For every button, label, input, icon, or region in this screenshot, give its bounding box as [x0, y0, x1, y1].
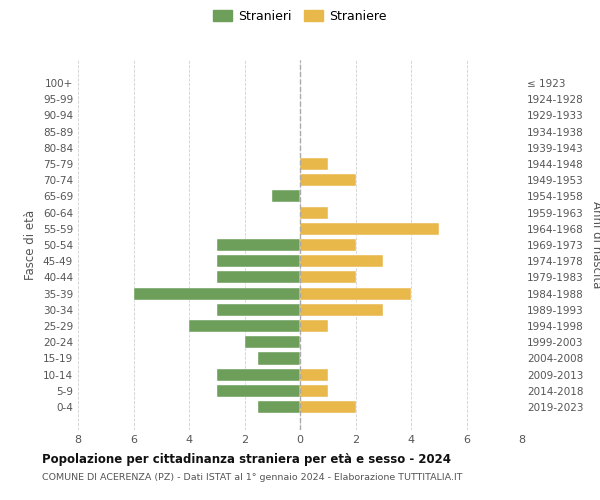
- Bar: [300, 239, 355, 251]
- Bar: [259, 352, 300, 364]
- Legend: Stranieri, Straniere: Stranieri, Straniere: [209, 6, 391, 26]
- Bar: [300, 368, 328, 381]
- Bar: [300, 255, 383, 268]
- Bar: [300, 320, 328, 332]
- Bar: [217, 368, 300, 381]
- Bar: [217, 272, 300, 283]
- Bar: [300, 158, 328, 170]
- Bar: [300, 174, 355, 186]
- Bar: [300, 385, 328, 397]
- Bar: [300, 288, 411, 300]
- Text: COMUNE DI ACERENZA (PZ) - Dati ISTAT al 1° gennaio 2024 - Elaborazione TUTTITALI: COMUNE DI ACERENZA (PZ) - Dati ISTAT al …: [42, 472, 463, 482]
- Bar: [217, 255, 300, 268]
- Text: Popolazione per cittadinanza straniera per età e sesso - 2024: Popolazione per cittadinanza straniera p…: [42, 452, 451, 466]
- Bar: [217, 385, 300, 397]
- Bar: [300, 401, 355, 413]
- Y-axis label: Fasce di età: Fasce di età: [25, 210, 37, 280]
- Bar: [272, 190, 300, 202]
- Bar: [300, 222, 439, 235]
- Bar: [217, 304, 300, 316]
- Bar: [245, 336, 300, 348]
- Bar: [300, 272, 355, 283]
- Bar: [300, 206, 328, 218]
- Bar: [133, 288, 300, 300]
- Bar: [300, 304, 383, 316]
- Bar: [189, 320, 300, 332]
- Bar: [217, 239, 300, 251]
- Bar: [259, 401, 300, 413]
- Y-axis label: Anni di nascita: Anni di nascita: [590, 202, 600, 288]
